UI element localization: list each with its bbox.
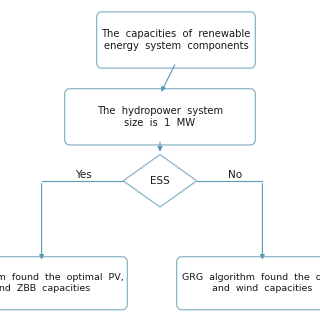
FancyBboxPatch shape bbox=[97, 12, 255, 68]
Text: The  capacities  of  renewable
energy  system  components: The capacities of renewable energy syste… bbox=[101, 29, 251, 51]
Text: No: No bbox=[228, 170, 242, 180]
FancyBboxPatch shape bbox=[0, 257, 127, 310]
Text: algorithm  found  the  optimal  PV,
and  ZBB  capacities: algorithm found the optimal PV, and ZBB … bbox=[0, 274, 124, 293]
FancyBboxPatch shape bbox=[65, 89, 255, 145]
Text: ESS: ESS bbox=[150, 176, 170, 186]
Text: Yes: Yes bbox=[75, 170, 92, 180]
Polygon shape bbox=[123, 155, 197, 207]
Text: The  hydropower  system
size  is  1  MW: The hydropower system size is 1 MW bbox=[97, 106, 223, 128]
Text: GRG  algorithm  found  the  optim
and  wind  capacities: GRG algorithm found the optim and wind c… bbox=[182, 274, 320, 293]
FancyBboxPatch shape bbox=[177, 257, 320, 310]
